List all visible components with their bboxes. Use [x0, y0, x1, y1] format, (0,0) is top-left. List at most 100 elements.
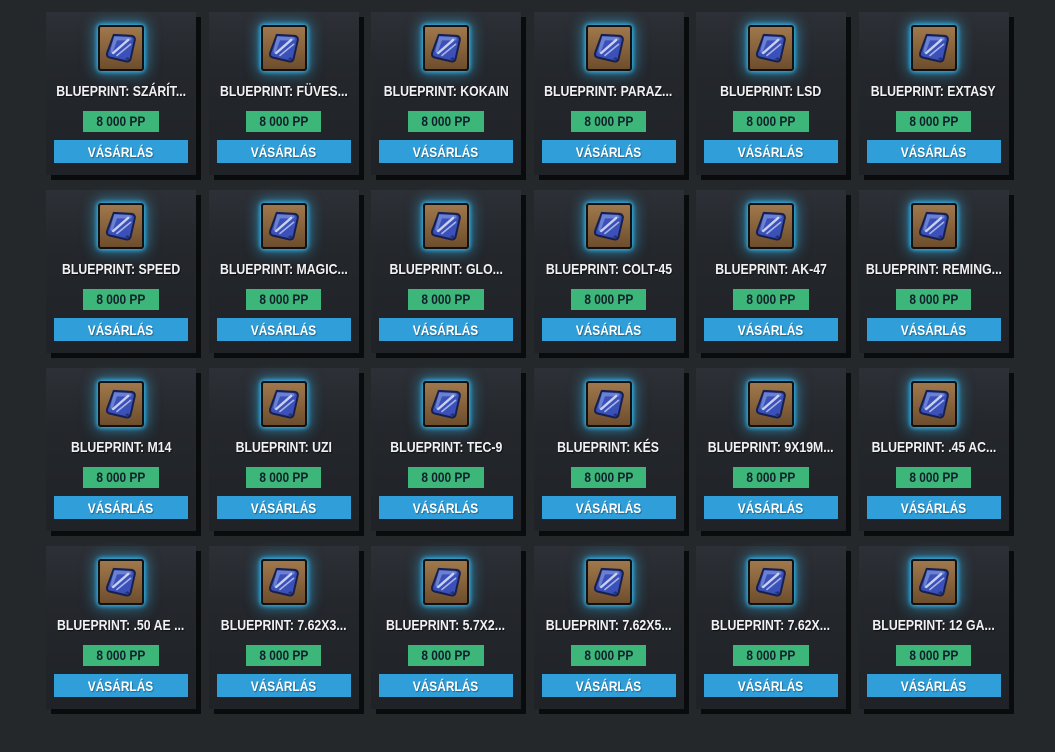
- buy-button-label: VÁSÁRLÁS: [250, 321, 317, 338]
- shop-item-card: BLUEPRINT: .45 AC... 8 000 PP VÁSÁRLÁS: [858, 368, 1009, 531]
- shop-item-card: BLUEPRINT: PARAZ... 8 000 PP VÁSÁRLÁS: [533, 12, 684, 175]
- buy-button[interactable]: VÁSÁRLÁS: [379, 318, 513, 341]
- blueprint-icon: [910, 381, 957, 427]
- price-label: 8 000 PP: [259, 291, 308, 307]
- price-badge: 8 000 PP: [895, 467, 972, 488]
- buy-button[interactable]: VÁSÁRLÁS: [541, 140, 676, 163]
- shop-item-card: BLUEPRINT: EXTASY 8 000 PP VÁSÁRLÁS: [858, 12, 1009, 175]
- buy-button-label: VÁSÁRLÁS: [900, 321, 967, 338]
- blueprint-icon: [585, 25, 632, 71]
- item-title: BLUEPRINT: TEC-9: [389, 439, 503, 456]
- price-badge: 8 000 PP: [408, 645, 484, 666]
- shop-item-card: BLUEPRINT: M14 8 000 PP VÁSÁRLÁS: [46, 368, 196, 531]
- buy-button-label: VÁSÁRLÁS: [413, 321, 479, 338]
- shop-item-card: BLUEPRINT: 5.7X2... 8 000 PP VÁSÁRLÁS: [371, 546, 521, 709]
- buy-button[interactable]: VÁSÁRLÁS: [54, 496, 188, 519]
- price-badge: 8 000 PP: [733, 467, 809, 488]
- buy-button[interactable]: VÁSÁRLÁS: [704, 674, 838, 697]
- shop-item-card: BLUEPRINT: LSD 8 000 PP VÁSÁRLÁS: [696, 12, 846, 175]
- buy-button[interactable]: VÁSÁRLÁS: [541, 496, 676, 519]
- price-label: 8 000 PP: [259, 469, 308, 485]
- blueprint-icon: [423, 559, 469, 605]
- blueprint-icon: [423, 381, 469, 427]
- item-title: BLUEPRINT: GLO...: [389, 261, 503, 278]
- price-badge: 8 000 PP: [408, 289, 484, 310]
- item-title: BLUEPRINT: AK-47: [715, 261, 827, 278]
- blueprint-icon: [585, 203, 632, 249]
- item-title: BLUEPRINT: 5.7X2...: [386, 617, 506, 634]
- buy-button[interactable]: VÁSÁRLÁS: [216, 140, 351, 163]
- price-label: 8 000 PP: [909, 291, 958, 307]
- price-badge: 8 000 PP: [570, 645, 647, 666]
- blueprint-icon: [423, 25, 469, 71]
- buy-button[interactable]: VÁSÁRLÁS: [541, 318, 676, 341]
- shop-item-card: BLUEPRINT: AK-47 8 000 PP VÁSÁRLÁS: [696, 190, 846, 353]
- item-title: BLUEPRINT: LSD: [720, 83, 822, 100]
- buy-button-label: VÁSÁRLÁS: [738, 321, 804, 338]
- shop-item-card: BLUEPRINT: 7.62X5... 8 000 PP VÁSÁRLÁS: [533, 546, 684, 709]
- buy-button[interactable]: VÁSÁRLÁS: [704, 140, 838, 163]
- buy-button[interactable]: VÁSÁRLÁS: [704, 496, 838, 519]
- price-badge: 8 000 PP: [733, 645, 809, 666]
- price-badge: 8 000 PP: [83, 645, 159, 666]
- price-badge: 8 000 PP: [408, 467, 484, 488]
- price-badge: 8 000 PP: [245, 467, 322, 488]
- buy-button[interactable]: VÁSÁRLÁS: [216, 674, 351, 697]
- shop-item-card: BLUEPRINT: SZÁRÍT... 8 000 PP VÁSÁRLÁS: [46, 12, 196, 175]
- shop-item-card: BLUEPRINT: KOKAIN 8 000 PP VÁSÁRLÁS: [371, 12, 521, 175]
- buy-button[interactable]: VÁSÁRLÁS: [379, 496, 513, 519]
- price-label: 8 000 PP: [584, 469, 633, 485]
- item-title: BLUEPRINT: PARAZ...: [544, 83, 673, 100]
- buy-button[interactable]: VÁSÁRLÁS: [866, 318, 1001, 341]
- buy-button-label: VÁSÁRLÁS: [738, 143, 804, 160]
- blueprint-icon: [910, 203, 957, 249]
- buy-button[interactable]: VÁSÁRLÁS: [54, 674, 188, 697]
- buy-button[interactable]: VÁSÁRLÁS: [541, 674, 676, 697]
- price-badge: 8 000 PP: [570, 111, 647, 132]
- buy-button[interactable]: VÁSÁRLÁS: [866, 496, 1001, 519]
- blueprint-icon: [748, 381, 794, 427]
- blueprint-icon: [260, 25, 307, 71]
- shop-item-card: BLUEPRINT: TEC-9 8 000 PP VÁSÁRLÁS: [371, 368, 521, 531]
- buy-button-label: VÁSÁRLÁS: [738, 677, 804, 694]
- price-badge: 8 000 PP: [895, 111, 972, 132]
- buy-button[interactable]: VÁSÁRLÁS: [54, 140, 188, 163]
- item-title: BLUEPRINT: SZÁRÍT...: [56, 83, 186, 100]
- buy-button[interactable]: VÁSÁRLÁS: [866, 674, 1001, 697]
- price-label: 8 000 PP: [909, 469, 958, 485]
- buy-button[interactable]: VÁSÁRLÁS: [866, 140, 1001, 163]
- item-title: BLUEPRINT: KÉS: [557, 439, 660, 456]
- buy-button[interactable]: VÁSÁRLÁS: [704, 318, 838, 341]
- price-label: 8 000 PP: [909, 647, 958, 663]
- buy-button[interactable]: VÁSÁRLÁS: [54, 318, 188, 341]
- buy-button[interactable]: VÁSÁRLÁS: [216, 496, 351, 519]
- buy-button-label: VÁSÁRLÁS: [88, 321, 154, 338]
- price-badge: 8 000 PP: [733, 289, 809, 310]
- price-label: 8 000 PP: [746, 113, 796, 129]
- blueprint-icon: [748, 25, 794, 71]
- price-badge: 8 000 PP: [245, 289, 322, 310]
- price-badge: 8 000 PP: [570, 467, 647, 488]
- price-badge: 8 000 PP: [245, 111, 322, 132]
- buy-button-label: VÁSÁRLÁS: [250, 499, 317, 516]
- buy-button-label: VÁSÁRLÁS: [900, 677, 967, 694]
- buy-button-label: VÁSÁRLÁS: [413, 499, 479, 516]
- item-title: BLUEPRINT: 7.62X5...: [545, 617, 672, 634]
- shop-item-card: BLUEPRINT: GLO... 8 000 PP VÁSÁRLÁS: [371, 190, 521, 353]
- buy-button-label: VÁSÁRLÁS: [250, 677, 317, 694]
- item-title: BLUEPRINT: EXTASY: [871, 83, 996, 100]
- price-label: 8 000 PP: [96, 469, 146, 485]
- item-title: BLUEPRINT: UZI: [235, 439, 332, 456]
- buy-button[interactable]: VÁSÁRLÁS: [216, 318, 351, 341]
- price-badge: 8 000 PP: [733, 111, 809, 132]
- price-badge: 8 000 PP: [245, 645, 322, 666]
- price-label: 8 000 PP: [259, 113, 308, 129]
- shop-item-card: BLUEPRINT: MAGIC... 8 000 PP VÁSÁRLÁS: [208, 190, 359, 353]
- shop-item-card: BLUEPRINT: UZI 8 000 PP VÁSÁRLÁS: [208, 368, 359, 531]
- price-label: 8 000 PP: [96, 113, 146, 129]
- blueprint-icon: [260, 381, 307, 427]
- buy-button[interactable]: VÁSÁRLÁS: [379, 674, 513, 697]
- item-title: BLUEPRINT: M14: [70, 439, 172, 456]
- buy-button[interactable]: VÁSÁRLÁS: [379, 140, 513, 163]
- price-badge: 8 000 PP: [83, 111, 159, 132]
